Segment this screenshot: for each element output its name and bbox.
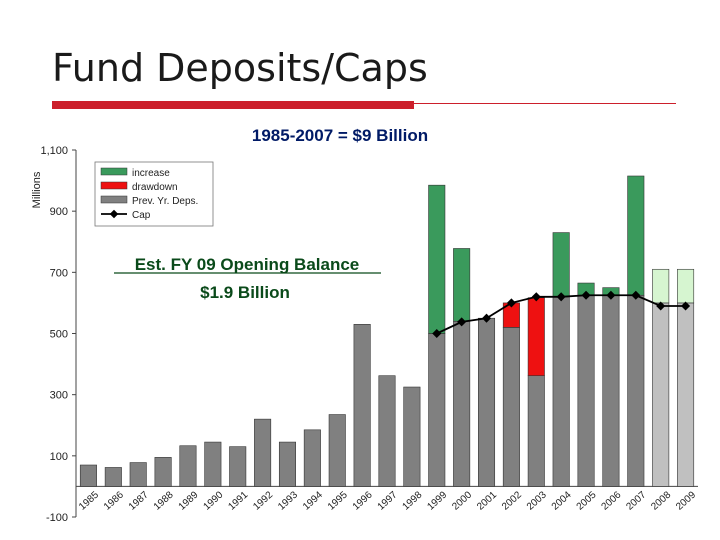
x-tick-label: 1986: [102, 489, 126, 512]
bar-prev-deposits: [577, 294, 595, 487]
annotation-line-2: $1.9 Billion: [200, 283, 290, 302]
x-tick-label: 1999: [425, 489, 449, 512]
legend-label: drawdown: [132, 182, 178, 193]
x-tick-label: 1993: [276, 489, 300, 512]
x-tick-label: 2006: [600, 489, 624, 512]
bar-drawdown: [527, 297, 545, 377]
bar-increase: [428, 184, 446, 334]
bar-prev-deposits: [254, 418, 272, 487]
x-tick-label: 1992: [251, 489, 275, 512]
x-tick-label: 2008: [649, 489, 673, 512]
x-tick-label: 2000: [450, 489, 474, 512]
chart-title: 1985-2007 = $9 Billion: [252, 126, 428, 145]
bar-prev-deposits: [552, 296, 570, 487]
y-tick-label: 300: [50, 390, 68, 402]
x-tick-label: 1994: [301, 489, 325, 512]
y-tick-label: 700: [50, 267, 68, 279]
x-tick-label: 1991: [226, 489, 250, 512]
bar-prev-deposits: [104, 467, 122, 487]
bar-prev-deposits: [602, 294, 620, 487]
legend-swatch: [100, 195, 128, 204]
bar-prev-deposits: [527, 375, 545, 487]
bar-prev-deposits: [502, 327, 520, 487]
x-tick-label: 1985: [77, 489, 101, 512]
bar-prev-deposits: [453, 320, 471, 487]
bar-increase: [677, 268, 695, 304]
x-tick-label: 2001: [475, 489, 499, 512]
x-tick-label: 1990: [201, 489, 225, 512]
title-accent-line: [414, 103, 676, 104]
bar-prev-deposits: [652, 302, 670, 487]
cap-marker: [556, 292, 566, 302]
x-tick-label: 2004: [550, 489, 574, 512]
x-tick-label: 2005: [575, 489, 599, 512]
y-tick-label: 100: [50, 451, 68, 463]
legend-label: Prev. Yr. Deps.: [132, 196, 198, 207]
bar-increase: [627, 175, 645, 296]
x-tick-label: 2002: [500, 489, 524, 512]
x-tick-label: 1998: [401, 489, 425, 512]
bar-prev-deposits: [129, 462, 147, 487]
bar-prev-deposits: [204, 441, 222, 487]
x-tick-label: 1995: [326, 489, 350, 512]
x-tick-label: 1987: [127, 489, 151, 512]
legend-swatch: [100, 181, 128, 190]
legend-swatch: [100, 167, 128, 176]
bar-prev-deposits: [278, 441, 296, 487]
x-tick-label: 1988: [152, 489, 176, 512]
y-tick-label: 900: [50, 206, 68, 218]
bar-prev-deposits: [627, 294, 645, 487]
bar-prev-deposits: [79, 464, 97, 487]
bar-prev-deposits: [353, 324, 371, 487]
bar-prev-deposits: [154, 457, 172, 487]
cap-marker: [581, 290, 591, 300]
bar-increase: [652, 268, 670, 304]
legend-cap-marker: [109, 209, 119, 219]
x-tick-label: 2003: [525, 489, 549, 512]
slide-title: Fund Deposits/Caps: [52, 46, 428, 90]
bar-increase: [552, 232, 570, 298]
bar-increase: [453, 248, 471, 322]
x-tick-label: 1997: [376, 489, 400, 512]
bar-prev-deposits: [478, 317, 496, 487]
bar-prev-deposits: [179, 445, 197, 487]
annotation-line-1: Est. FY 09 Opening Balance: [135, 255, 360, 274]
bar-prev-deposits: [428, 333, 446, 487]
bar-prev-deposits: [229, 446, 247, 487]
title-accent-bar: [52, 101, 414, 109]
x-tick-label: 2007: [624, 489, 648, 512]
cap-marker: [531, 292, 541, 302]
y-tick-label: -100: [46, 512, 68, 524]
y-tick-label: 1,100: [40, 145, 68, 157]
bar-prev-deposits: [303, 429, 321, 487]
x-tick-label: 2009: [674, 489, 698, 512]
x-tick-label: 1996: [351, 489, 375, 512]
y-tick-label: 500: [50, 329, 68, 341]
bar-prev-deposits: [403, 386, 421, 487]
y-axis-label: Millions: [31, 171, 43, 208]
bar-prev-deposits: [677, 302, 695, 487]
legend-label: Cap: [132, 210, 151, 221]
legend-label: increase: [132, 168, 170, 179]
bar-prev-deposits: [328, 414, 346, 487]
bar-prev-deposits: [378, 375, 396, 487]
x-tick-label: 1989: [177, 489, 201, 512]
